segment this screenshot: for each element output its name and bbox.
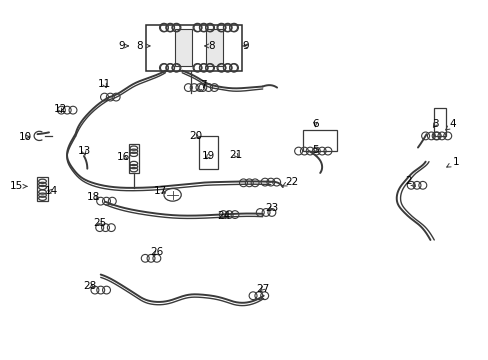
Text: 20: 20 bbox=[189, 131, 202, 141]
Text: 7: 7 bbox=[197, 80, 206, 90]
Text: 21: 21 bbox=[229, 150, 242, 159]
Text: 13: 13 bbox=[77, 146, 90, 156]
Text: 11: 11 bbox=[98, 79, 111, 89]
Text: 12: 12 bbox=[53, 104, 66, 114]
Bar bbox=[175, 29, 192, 66]
Text: 18: 18 bbox=[87, 192, 100, 202]
Bar bbox=[37, 177, 48, 201]
Text: 16: 16 bbox=[117, 152, 130, 162]
Bar bbox=[128, 144, 139, 173]
Text: 17: 17 bbox=[154, 186, 167, 195]
Text: 1: 1 bbox=[446, 157, 459, 167]
Text: 4: 4 bbox=[445, 119, 455, 130]
Bar bbox=[146, 25, 242, 71]
Text: 23: 23 bbox=[265, 203, 278, 212]
Text: 10: 10 bbox=[19, 132, 32, 142]
Bar bbox=[303, 130, 337, 151]
Text: 27: 27 bbox=[256, 284, 269, 294]
Text: 15: 15 bbox=[10, 181, 27, 192]
Bar bbox=[433, 108, 445, 136]
Text: 28: 28 bbox=[83, 281, 97, 291]
Text: 2: 2 bbox=[404, 176, 414, 186]
Text: 5: 5 bbox=[311, 145, 318, 155]
Bar bbox=[205, 29, 223, 66]
Text: 8: 8 bbox=[137, 41, 150, 51]
Text: 14: 14 bbox=[45, 186, 59, 196]
Text: 19: 19 bbox=[202, 151, 215, 161]
Text: 9: 9 bbox=[242, 41, 248, 51]
Text: 8: 8 bbox=[204, 41, 215, 51]
Text: 25: 25 bbox=[93, 218, 106, 228]
Bar bbox=[199, 136, 217, 170]
Text: 9: 9 bbox=[118, 41, 128, 51]
Text: 3: 3 bbox=[431, 119, 438, 129]
Text: 22: 22 bbox=[282, 177, 298, 187]
Text: 6: 6 bbox=[311, 118, 318, 129]
Text: 24: 24 bbox=[217, 211, 230, 221]
Text: 26: 26 bbox=[150, 247, 163, 257]
